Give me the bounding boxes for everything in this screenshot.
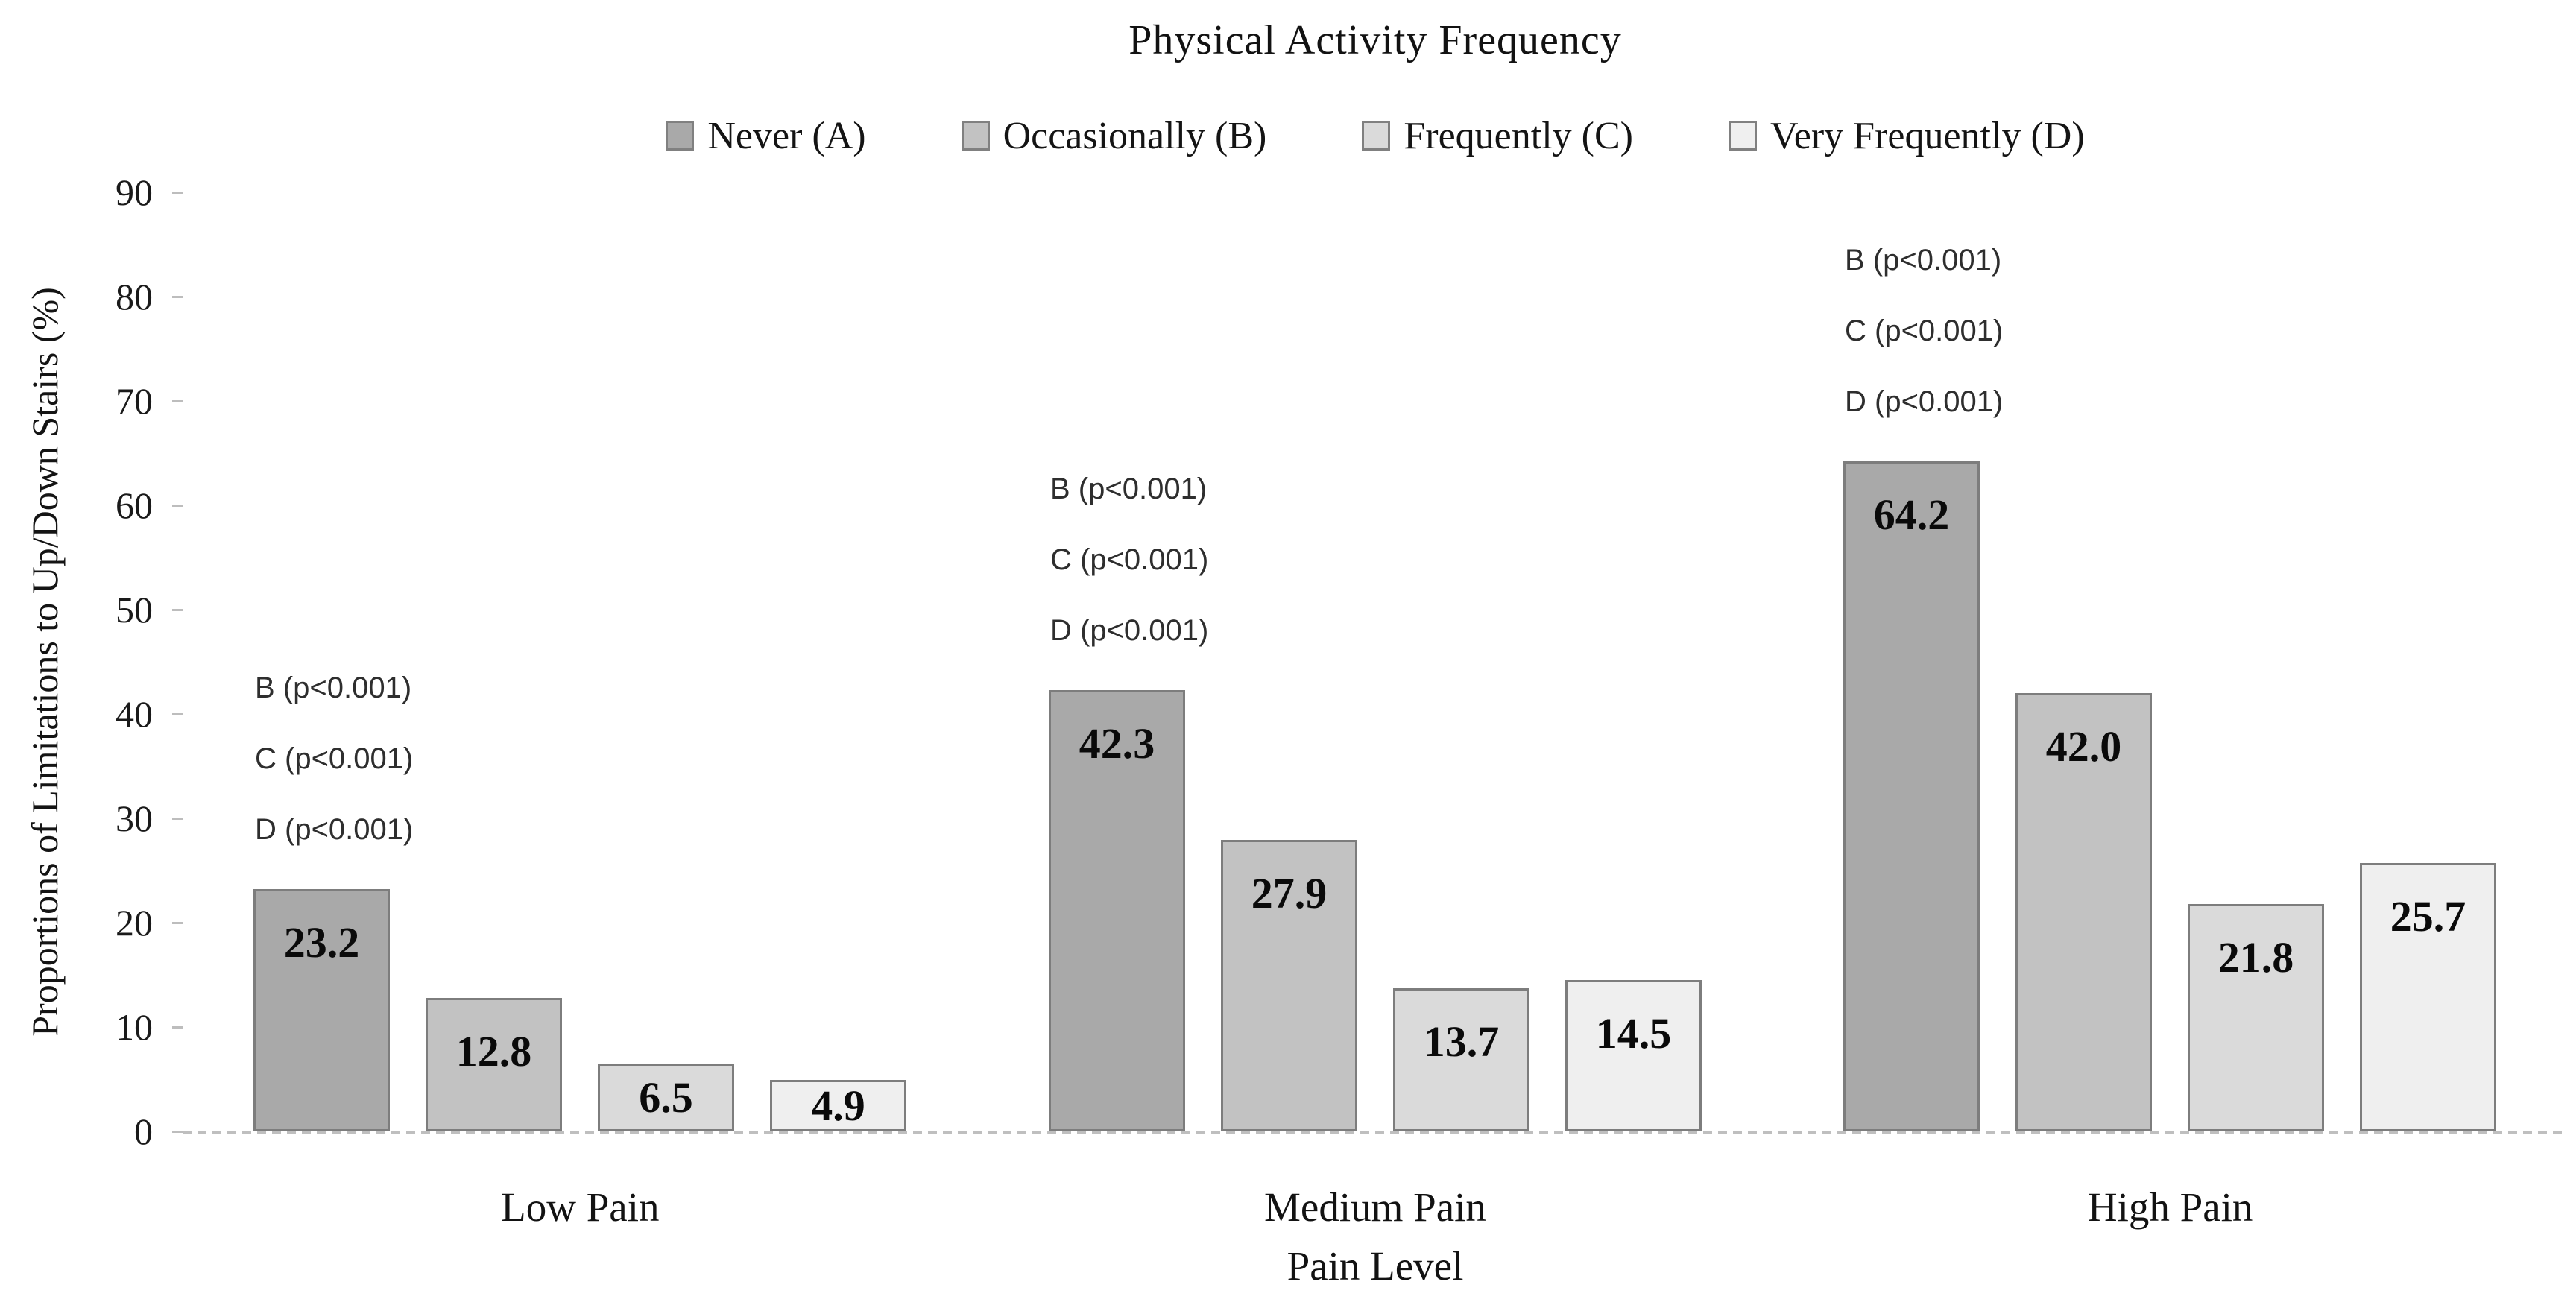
legend-item-label: Frequently (C) (1404, 114, 1633, 157)
legend-item-1: Occasionally (B) (961, 114, 1267, 158)
y-tick-label: 0 (134, 1110, 153, 1152)
y-tick-mark (172, 400, 183, 402)
y-tick-label: 40 (116, 693, 153, 735)
bar-value-label: 64.2 (1873, 490, 1950, 539)
legend: Never (A) Occasionally (B) Frequently (C) V… (183, 106, 2568, 165)
bar (2360, 863, 2496, 1131)
significance-annotation: D (p<0.001) (1845, 385, 2004, 418)
y-tick-mark (172, 818, 183, 820)
legend-item-label: Occasionally (B) (1003, 114, 1267, 157)
bar-value-label: 23.2 (283, 918, 360, 967)
bar-value-label: 27.9 (1251, 869, 1328, 917)
significance-annotation: B (p<0.001) (1050, 473, 1208, 505)
chart-title: Physical Activity Frequency (1128, 17, 1622, 63)
significance-annotation: D (p<0.001) (1050, 614, 1209, 647)
significance-annotation: B (p<0.001) (1845, 244, 2002, 277)
bar-value-label: 13.7 (1423, 1017, 1500, 1066)
y-tick-label: 20 (116, 902, 153, 944)
bar-value-label: 14.5 (1595, 1009, 1672, 1058)
y-tick-mark (172, 192, 183, 194)
significance-annotation: C (p<0.001) (1845, 315, 2004, 347)
bar (2015, 693, 2152, 1131)
bar (1221, 840, 1357, 1131)
legend-item-label: Never (A) (707, 114, 866, 157)
y-tick-label: 60 (116, 484, 153, 526)
legend-swatch-icon (961, 121, 990, 151)
x-tick-label: High Pain (2087, 1184, 2253, 1230)
y-tick-label: 80 (116, 276, 153, 317)
y-tick-mark (172, 1026, 183, 1029)
legend-swatch-icon (1728, 121, 1757, 151)
bar (1393, 988, 1530, 1131)
bar-value-label: 42.0 (2045, 722, 2122, 771)
bar (1565, 980, 1702, 1131)
y-tick-mark (172, 922, 183, 924)
legend-swatch-icon (1362, 121, 1391, 151)
significance-annotation: D (p<0.001) (255, 813, 414, 846)
x-axis-title: Pain Level (1287, 1243, 1464, 1289)
y-tick-label: 90 (116, 171, 153, 213)
bar-value-label: 21.8 (2217, 933, 2294, 982)
legend-item-label: Very Frequently (D) (1770, 114, 2085, 157)
y-tick-mark (172, 609, 183, 611)
significance-annotation: C (p<0.001) (1050, 543, 1209, 576)
legend-item-3: Very Frequently (D) (1728, 114, 2085, 158)
x-axis-line (183, 1131, 2568, 1134)
bar-value-label: 6.5 (639, 1072, 693, 1122)
significance-annotation: B (p<0.001) (255, 672, 412, 704)
bar (770, 1080, 906, 1131)
x-tick-label: Low Pain (501, 1184, 660, 1230)
bar (426, 998, 562, 1131)
y-tick-mark (172, 1131, 183, 1133)
bar (2188, 904, 2324, 1131)
bar-value-label: 25.7 (2390, 892, 2466, 941)
bar-value-label: 4.9 (811, 1081, 865, 1130)
significance-annotation: C (p<0.001) (255, 742, 414, 775)
bar-value-label: 12.8 (455, 1027, 532, 1075)
bar (253, 889, 390, 1131)
legend-item-0: Never (A) (666, 114, 866, 158)
y-tick-label: 70 (116, 380, 153, 422)
y-tick-label: 10 (116, 1006, 153, 1048)
x-tick-label: Medium Pain (1264, 1184, 1486, 1230)
y-tick-mark (172, 505, 183, 507)
legend-swatch-icon (666, 121, 695, 151)
bar-value-label: 42.3 (1079, 719, 1155, 768)
y-tick-label: 30 (116, 797, 153, 839)
bar (598, 1064, 734, 1131)
bar (1843, 461, 1980, 1131)
bar (1049, 690, 1185, 1131)
legend-item-2: Frequently (C) (1362, 114, 1633, 158)
y-tick-mark (172, 296, 183, 298)
y-tick-label: 50 (116, 589, 153, 631)
y-tick-mark (172, 713, 183, 715)
